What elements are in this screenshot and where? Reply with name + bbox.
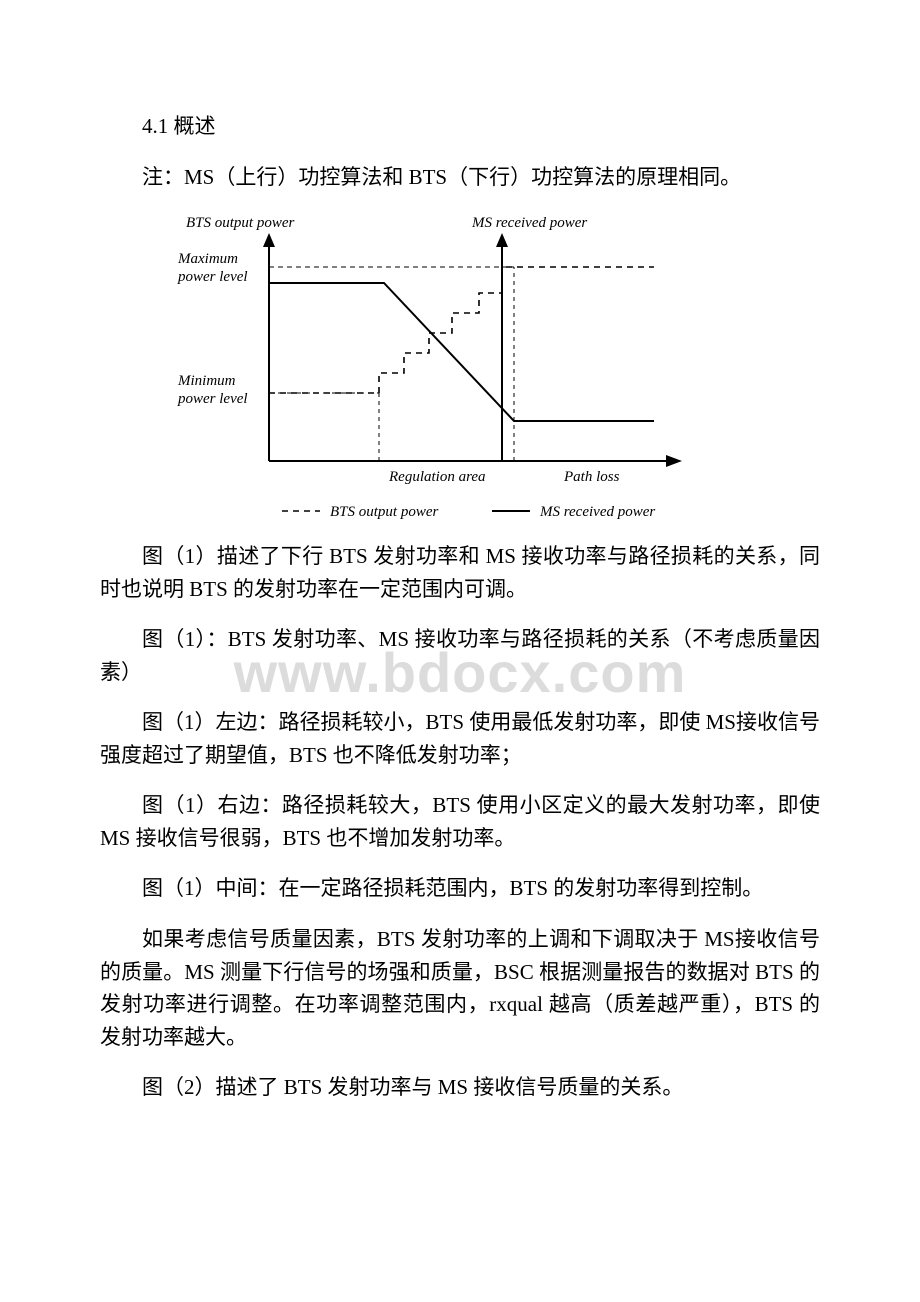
fig1-xlabel-center: Regulation area: [388, 469, 486, 485]
section-title: 4.1 概述: [100, 110, 820, 143]
p1: 图（1）描述了下行 BTS 发射功率和 MS 接收功率与路径损耗的关系，同时也说…: [100, 540, 820, 605]
fig1-xlabel-right: Path loss: [563, 469, 620, 485]
p3: 图（1）左边：路径损耗较小，BTS 使用最低发射功率，即使 MS接收信号强度超过…: [100, 706, 820, 771]
figure-1: BTS output power MS received power Maxim…: [134, 211, 820, 536]
fig1-legend-right: MS received power: [539, 504, 655, 520]
p6: 如果考虑信号质量因素，BTS 发射功率的上调和下调取决于 MS接收信号的质量。M…: [100, 923, 820, 1053]
fig1-min1: Minimum: [177, 373, 236, 389]
fig1-max2: power level: [177, 269, 248, 285]
p5: 图（1）中间：在一定路径损耗范围内，BTS 的发射功率得到控制。: [100, 872, 820, 905]
fig1-left-title: BTS output power: [186, 215, 295, 231]
note-para: 注：MS（上行）功控算法和 BTS（下行）功控算法的原理相同。: [100, 161, 820, 194]
fig1-max1: Maximum: [177, 251, 238, 267]
p2: 图（1）：BTS 发射功率、MS 接收功率与路径损耗的关系（不考虑质量因素）: [100, 623, 820, 688]
fig1-legend-left: BTS output power: [330, 504, 439, 520]
p7: 图（2）描述了 BTS 发射功率与 MS 接收信号质量的关系。: [100, 1071, 820, 1104]
fig1-min2: power level: [177, 391, 248, 407]
p4: 图（1）右边：路径损耗较大，BTS 使用小区定义的最大发射功率，即使 MS 接收…: [100, 789, 820, 854]
fig1-right-title: MS received power: [471, 215, 587, 231]
